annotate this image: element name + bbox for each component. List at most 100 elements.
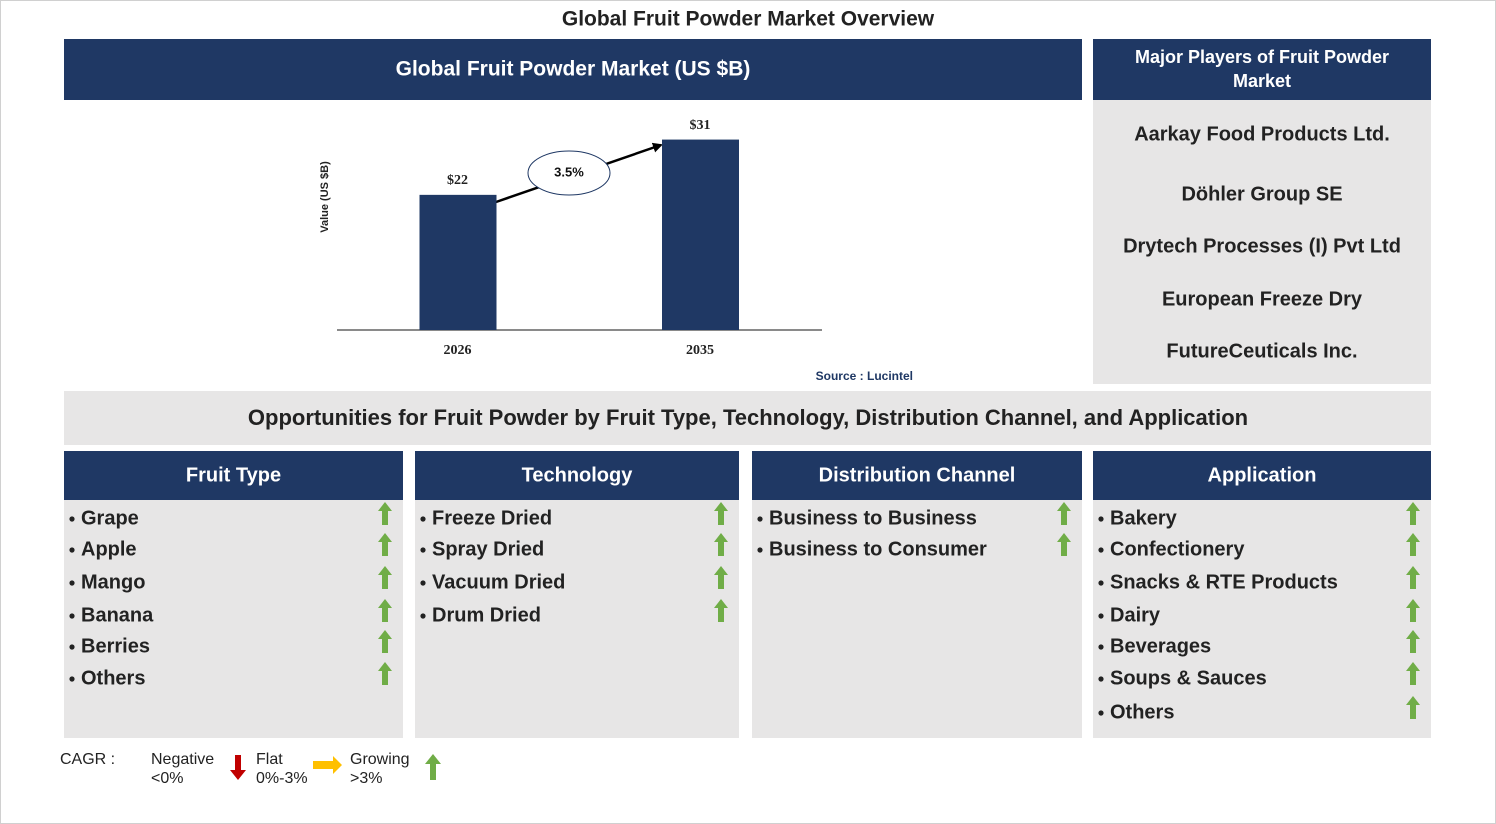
segment-item: Business to Business [769,507,977,529]
x-tick-label: 2026 [444,343,472,358]
growth-icon [1406,566,1420,589]
segment-header [64,451,403,500]
page-title: Global Fruit Powder Market Overview [562,8,935,31]
growth-icon [378,566,392,589]
bullet [1098,516,1104,522]
value-label: $31 [690,118,711,133]
segment-item: Drum Dried [432,604,541,626]
segment-body [752,500,1082,738]
segment-item: Spray Dried [432,538,544,560]
segment-item: Soups & Sauces [1110,667,1267,689]
growth-icon [378,502,392,525]
bullet [69,644,75,650]
flat-icon [313,756,342,774]
segment-title: Technology [522,464,634,486]
growth-icon [1406,502,1420,525]
segment-title: Distribution Channel [819,464,1016,486]
legend-label: CAGR : [60,751,115,768]
growth-icon [1406,599,1420,622]
segment-item: Dairy [1110,604,1161,626]
bullet [420,547,426,553]
segment-item: Beverages [1110,635,1211,657]
y-axis-label: Value (US $B) [319,161,331,233]
bullet [69,613,75,619]
segment-item: Others [1110,701,1174,723]
segment-item: Apple [81,538,137,560]
source: Source : Lucintel [816,369,913,383]
growth-icon [1057,533,1071,556]
player-name: European Freeze Dry [1162,288,1363,310]
segment-item: Confectionery [1110,538,1245,560]
legend-range: 0%-3% [256,770,308,787]
segment-item: Berries [81,635,150,657]
cagr-ellipse [527,150,611,196]
growing-icon [425,754,441,780]
negative-icon [230,755,246,780]
bullet [1098,613,1104,619]
growth-icon [1406,662,1420,685]
segment-title: Application [1208,464,1317,486]
segment-item: Banana [81,604,154,626]
segment-header [752,451,1082,500]
growth-icon [1406,533,1420,556]
growth-icon [714,502,728,525]
bullet [69,676,75,682]
segment-item: Grape [81,507,139,529]
segment-item: Others [81,667,145,689]
segment-header [1093,451,1431,500]
x-tick-label: 2035 [686,343,714,358]
legend-name: Flat [256,751,283,768]
bullet [1098,547,1104,553]
bullet [1098,580,1104,586]
cagr-label: 3.5% [554,164,584,179]
bullet [69,516,75,522]
bullet [1098,710,1104,716]
segment-item: Mango [81,571,145,593]
bullet [69,580,75,586]
growth-icon [714,599,728,622]
chart-title: Global Fruit Powder Market (US $B) [396,58,751,81]
player-name: Drytech Processes (I) Pvt Ltd [1123,235,1401,257]
player-name: Aarkay Food Products Ltd. [1134,123,1390,145]
segment-body [1093,500,1431,738]
segment-title: Fruit Type [186,464,281,486]
bullet [1098,644,1104,650]
opportunities-banner [64,391,1431,445]
growth-icon [714,566,728,589]
player-name: FutureCeuticals Inc. [1166,340,1357,362]
opportunities-title: Opportunities for Fruit Powder by Fruit … [248,405,1248,430]
segment-item: Bakery [1110,507,1178,529]
growth-icon [714,533,728,556]
growth-icon [378,630,392,653]
growth-icon [1406,630,1420,653]
legend-range: <0% [151,770,183,787]
chart-header [64,39,1082,100]
players-title: Major Players of Fruit Powder Market [1135,47,1389,91]
segment-item: Snacks & RTE Products [1110,571,1338,593]
segment-item: Business to Consumer [769,538,987,560]
segment-header [415,451,739,500]
segment-item: Freeze Dried [432,507,552,529]
segment-body [64,500,403,738]
legend-name: Negative [151,751,214,768]
growth-icon [378,662,392,685]
legend-name: Growing [350,751,410,768]
players-body [1093,100,1431,384]
players-header [1093,39,1431,100]
bar [419,194,497,330]
bullet [420,613,426,619]
growth-icon [1406,696,1420,719]
bullet [69,547,75,553]
value-label: $22 [447,173,468,188]
bullet [1098,676,1104,682]
bullet [757,516,763,522]
bullet [420,580,426,586]
bullet [757,547,763,553]
growth-icon [378,599,392,622]
growth-icon [1057,502,1071,525]
bullet [420,516,426,522]
player-name: Döhler Group SE [1181,183,1342,205]
bar [662,139,739,330]
